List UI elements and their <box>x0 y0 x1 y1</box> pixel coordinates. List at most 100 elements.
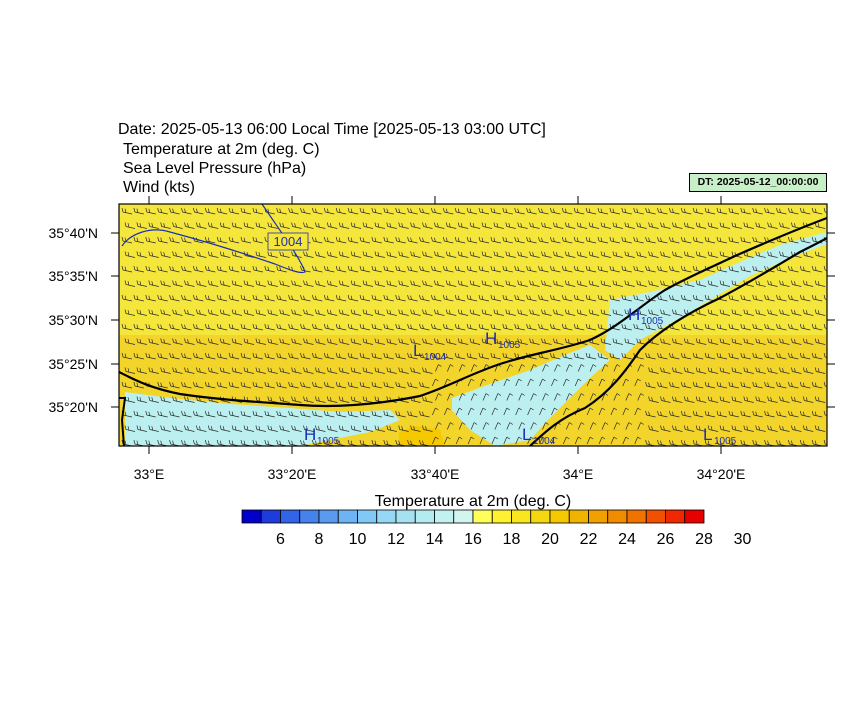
wind-barb <box>776 352 787 360</box>
colorbar-swatch <box>549 509 570 524</box>
wind-barb <box>576 222 588 229</box>
wind-barb <box>359 352 371 360</box>
wind-barb <box>683 367 695 374</box>
wind-barb <box>776 294 787 302</box>
wind-barb <box>613 393 621 401</box>
wind-barb <box>657 265 668 273</box>
wind-barb <box>645 265 656 273</box>
wind-barb <box>457 338 469 345</box>
wind-barb <box>505 280 516 287</box>
wind-barb <box>276 410 287 418</box>
wind-barb <box>315 251 326 258</box>
wind-barb <box>312 381 323 389</box>
wind-barb <box>479 407 487 416</box>
colorbar-tick-label: 12 <box>387 531 405 548</box>
wind-barb <box>455 436 463 445</box>
wind-barb <box>422 425 433 432</box>
wind-barb <box>323 236 335 244</box>
wind-barb <box>133 323 144 331</box>
wind-barb <box>252 236 263 244</box>
wind-barb <box>598 407 606 416</box>
field-temperature-label: Temperature at 2m (deg. C) <box>123 141 320 158</box>
wind-barb <box>145 323 156 331</box>
wind-barb <box>216 323 228 331</box>
wind-barb <box>395 410 406 418</box>
wind-barb <box>303 367 314 374</box>
wind-barb <box>469 222 481 229</box>
wind-barb <box>181 410 192 418</box>
wind-barb <box>672 251 683 258</box>
wind-barb <box>788 265 799 273</box>
wind-barb <box>157 294 168 302</box>
wind-barb <box>432 436 439 445</box>
wind-barb <box>529 222 540 229</box>
wind-barb <box>267 251 278 258</box>
wind-barb <box>515 407 522 416</box>
wind-barb <box>502 207 513 215</box>
wind-barb <box>669 381 680 389</box>
wind-barb <box>740 323 751 331</box>
colorbar-swatch <box>453 509 474 524</box>
wind-barb <box>585 207 597 215</box>
wind-barb <box>478 236 490 244</box>
wind-barb <box>743 222 754 229</box>
wind-barb <box>767 251 778 258</box>
colorbar-swatch <box>299 509 320 524</box>
wind-barb <box>752 381 763 389</box>
wind-barb <box>573 352 585 360</box>
wind-barb <box>541 338 552 345</box>
wind-barb <box>645 381 656 389</box>
wind-barb <box>442 323 454 331</box>
wind-barb <box>740 410 751 418</box>
wind-barb <box>554 364 561 372</box>
wind-barb <box>160 425 171 432</box>
wind-barb <box>422 367 433 374</box>
wind-barb <box>326 222 338 229</box>
wind-barb <box>267 222 278 229</box>
isobar-label-box <box>267 232 309 251</box>
wind-barb <box>454 265 466 273</box>
wind-barb <box>231 251 243 258</box>
wind-barb <box>505 309 516 316</box>
wind-barb <box>597 323 609 331</box>
wind-barb <box>252 410 263 418</box>
wind-barb <box>267 396 278 403</box>
wind-barb <box>814 251 826 258</box>
wind-barb <box>315 309 326 316</box>
wind-barb <box>204 323 216 331</box>
wind-barb <box>443 378 451 387</box>
wind-barb <box>637 364 644 372</box>
colorbar-swatch <box>607 509 628 524</box>
wind-barb <box>279 425 290 432</box>
wind-barb <box>243 222 255 229</box>
wind-barb <box>799 294 811 302</box>
wind-barb <box>315 222 326 229</box>
svg-text:1005: 1005 <box>498 340 521 351</box>
wind-barb <box>371 207 382 215</box>
wind-barb <box>550 265 561 273</box>
wind-barb <box>660 309 671 316</box>
colorbar-tick-label: 20 <box>541 531 559 548</box>
wind-barb <box>573 265 585 273</box>
wind-barb <box>517 280 528 287</box>
svg-text:H: H <box>485 329 497 348</box>
wind-barb <box>350 222 362 229</box>
wind-barb <box>419 410 430 418</box>
wind-barb <box>252 323 263 331</box>
wind-barb <box>645 352 656 360</box>
wind-barb <box>529 251 540 258</box>
wind-barb <box>291 309 302 316</box>
wind-barb <box>395 207 406 215</box>
wind-barb <box>719 309 731 316</box>
wind-barb <box>276 294 287 302</box>
wind-barb <box>133 410 144 418</box>
wind-barb <box>362 280 374 287</box>
wind-barb <box>359 323 371 331</box>
colorbar-swatch <box>241 509 262 524</box>
wind-barb <box>169 323 180 331</box>
wind-barb <box>550 323 561 331</box>
wind-barb <box>181 381 192 389</box>
wind-barb <box>435 364 442 372</box>
wind-barb <box>383 381 394 389</box>
wind-barb <box>740 381 751 389</box>
